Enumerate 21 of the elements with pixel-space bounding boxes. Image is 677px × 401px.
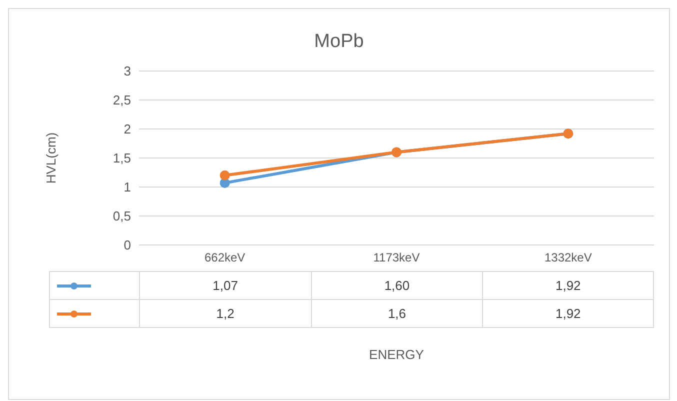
- data-label: 1,92: [482, 300, 654, 327]
- y-tick-label: 2: [124, 122, 131, 137]
- y-tick-label: 1,5: [112, 150, 131, 166]
- data-label: 1,07: [139, 272, 311, 299]
- point: [220, 170, 230, 180]
- data-label: 1,2: [139, 300, 311, 327]
- x-tick-label: 1173keV: [373, 250, 420, 265]
- y-tick-label: 3: [124, 64, 131, 79]
- y-tick-label: 1: [124, 180, 131, 195]
- x-tick-label: 662keV: [204, 250, 246, 265]
- y-axis-title: HVL(cm): [44, 132, 59, 184]
- point: [220, 178, 230, 188]
- data-label: 1,6: [310, 300, 482, 327]
- data-label: 1,92: [482, 272, 654, 299]
- data-label: 1,60: [310, 272, 482, 299]
- y-tick-label: 2,5: [112, 92, 131, 108]
- y-tick-label: 0: [124, 238, 131, 253]
- y-tick-label: 0,5: [112, 208, 131, 224]
- chart-title: MoPb: [313, 31, 365, 53]
- text: ENERGY: [368, 347, 425, 362]
- x-tick-label: 1332keV: [544, 250, 592, 265]
